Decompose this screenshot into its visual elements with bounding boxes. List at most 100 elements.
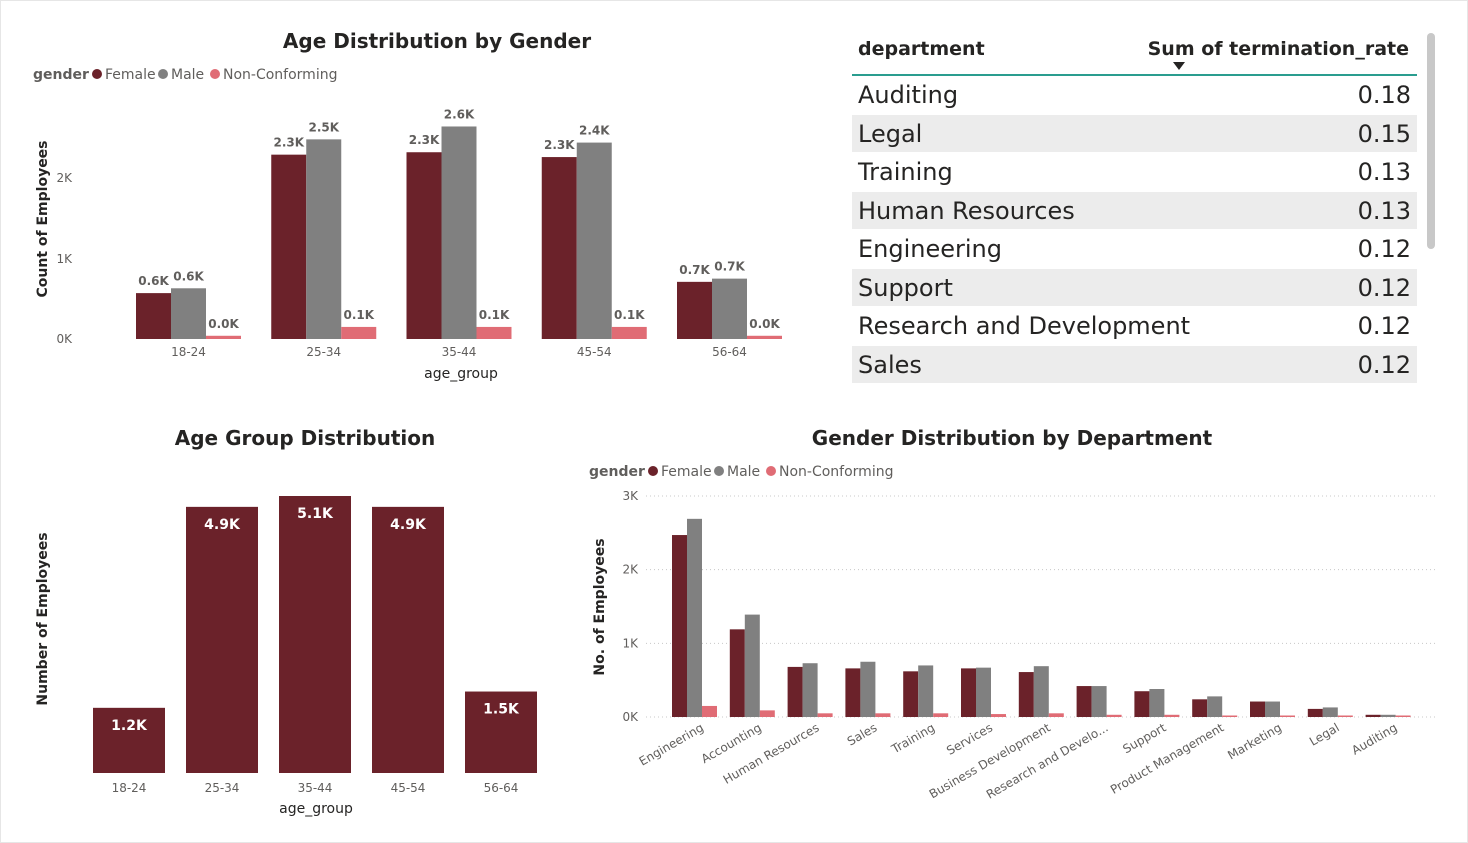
data-label: 1.2K — [111, 718, 148, 734]
cell-value: 0.13 — [1357, 158, 1411, 186]
bar-non-conforming-9[interactable] — [1222, 715, 1238, 718]
bar-non-conforming-18-24[interactable] — [206, 335, 241, 339]
data-label: 0.1K — [614, 308, 645, 322]
bar-non-conforming-12[interactable] — [1395, 715, 1411, 718]
bar-female-35-44[interactable] — [406, 152, 442, 339]
bar-female-3[interactable] — [845, 668, 861, 717]
data-label: 1.5K — [483, 702, 520, 718]
sort-descending-icon[interactable] — [1173, 62, 1185, 70]
bar-male-10[interactable] — [1265, 701, 1280, 717]
bar-female-7[interactable] — [1076, 686, 1092, 717]
bar-male-1[interactable] — [744, 614, 760, 717]
bar-25-34[interactable] — [186, 506, 258, 773]
legend-item-nonconforming[interactable]: Non-Conforming — [223, 67, 337, 83]
table-row[interactable]: Sales 0.12 — [852, 345, 1417, 384]
bar-male-4[interactable] — [918, 665, 934, 717]
bar-non-conforming-25-34[interactable] — [341, 326, 377, 339]
cell-value: 0.18 — [1357, 81, 1411, 109]
bar-male-0[interactable] — [687, 518, 702, 717]
bar-male-5[interactable] — [976, 667, 991, 717]
bar-non-conforming-11[interactable] — [1337, 715, 1353, 718]
bar-male-3[interactable] — [860, 661, 876, 717]
bar-female-45-54[interactable] — [541, 157, 577, 339]
bar-male-35-44[interactable] — [441, 126, 477, 339]
bar-56-64[interactable] — [465, 691, 537, 773]
table-row[interactable]: Support 0.12 — [852, 268, 1417, 307]
bar-18-24[interactable] — [93, 707, 165, 773]
legend: gender Female Male Non-Conforming — [589, 464, 893, 480]
y-tick: 1K — [622, 636, 639, 650]
bar-female-0[interactable] — [672, 535, 687, 717]
bar-female-12[interactable] — [1365, 714, 1381, 717]
bar-male-18-24[interactable] — [171, 288, 206, 339]
bar-male-9[interactable] — [1207, 696, 1223, 717]
legend-item-female[interactable]: Female — [661, 464, 712, 480]
bar-non-conforming-4[interactable] — [933, 713, 949, 717]
bar-female-10[interactable] — [1250, 701, 1265, 717]
bar-male-45-54[interactable] — [576, 142, 612, 339]
x-tick-label: Legal — [1307, 720, 1342, 748]
table-row[interactable]: Research and Development 0.12 — [852, 307, 1417, 346]
data-label: 0.0K — [749, 317, 780, 331]
bar-non-conforming-56-64[interactable] — [747, 335, 782, 339]
bar-non-conforming-10[interactable] — [1280, 715, 1295, 718]
column-header-department[interactable]: department — [858, 38, 985, 60]
y-tick: 2K — [622, 563, 639, 577]
bar-35-44[interactable] — [279, 496, 351, 773]
bar-female-2[interactable] — [787, 666, 803, 717]
bar-45-54[interactable] — [372, 506, 444, 773]
table-row[interactable]: Training 0.13 — [852, 153, 1417, 192]
data-label: 2.5K — [308, 120, 339, 134]
bar-female-8[interactable] — [1134, 691, 1150, 717]
x-axis-title: age_group — [424, 366, 498, 382]
bar-male-6[interactable] — [1033, 666, 1049, 717]
bar-non-conforming-6[interactable] — [1048, 713, 1064, 717]
bar-female-4[interactable] — [903, 671, 919, 717]
bar-non-conforming-8[interactable] — [1164, 714, 1180, 717]
chart-title: Gender Distribution by Department — [812, 426, 1213, 450]
bar-male-7[interactable] — [1091, 686, 1107, 717]
bar-male-56-64[interactable] — [712, 278, 747, 339]
bar-female-25-34[interactable] — [271, 154, 307, 339]
bar-male-8[interactable] — [1149, 689, 1165, 717]
bar-female-18-24[interactable] — [136, 293, 171, 339]
legend-item-female[interactable]: Female — [105, 67, 156, 83]
bar-male-2[interactable] — [802, 663, 818, 717]
bar-female-1[interactable] — [729, 629, 745, 717]
bar-female-5[interactable] — [961, 668, 976, 717]
legend-item-male[interactable]: Male — [171, 67, 204, 83]
bar-male-11[interactable] — [1322, 707, 1338, 717]
bar-non-conforming-2[interactable] — [817, 713, 833, 717]
y-axis-title: Count of Employees — [35, 140, 51, 297]
bar-female-11[interactable] — [1307, 708, 1323, 717]
x-tick-label: Engineering — [637, 720, 706, 768]
cell-department: Human Resources — [858, 196, 1075, 225]
legend-item-nonconforming[interactable]: Non-Conforming — [779, 464, 893, 480]
cell-value: 0.12 — [1357, 273, 1411, 302]
table-scrollbar[interactable] — [1427, 33, 1435, 249]
column-header-termination-rate[interactable]: Sum of termination_rate — [1147, 38, 1409, 60]
table-row[interactable]: Legal 0.15 — [852, 114, 1417, 153]
bar-non-conforming-7[interactable] — [1106, 714, 1122, 717]
bar-female-56-64[interactable] — [677, 281, 712, 339]
chart-title: Age Group Distribution — [175, 426, 435, 450]
termination-rate-table: department Sum of termination_rate Audit… — [852, 30, 1417, 384]
bar-female-9[interactable] — [1192, 699, 1208, 717]
table-row[interactable]: Engineering 0.12 — [852, 230, 1417, 269]
table-row[interactable]: Human Resources 0.13 — [852, 191, 1417, 230]
bar-non-conforming-1[interactable] — [759, 710, 775, 717]
legend-item-male[interactable]: Male — [727, 464, 760, 480]
y-axis-title: No. of Employees — [592, 538, 608, 675]
y-tick: 1K — [56, 252, 73, 266]
bar-non-conforming-45-54[interactable] — [611, 326, 647, 339]
bar-non-conforming-0[interactable] — [702, 705, 717, 717]
bar-non-conforming-35-44[interactable] — [476, 326, 512, 339]
bar-male-12[interactable] — [1380, 714, 1396, 717]
bar-non-conforming-3[interactable] — [875, 713, 891, 717]
x-tick-label: 18-24 — [171, 345, 206, 359]
bar-female-6[interactable] — [1018, 672, 1034, 717]
cell-department: Sales — [858, 350, 922, 379]
bar-male-25-34[interactable] — [306, 139, 342, 339]
bar-non-conforming-5[interactable] — [991, 714, 1006, 717]
table-row[interactable]: Auditing 0.18 — [852, 76, 1417, 115]
